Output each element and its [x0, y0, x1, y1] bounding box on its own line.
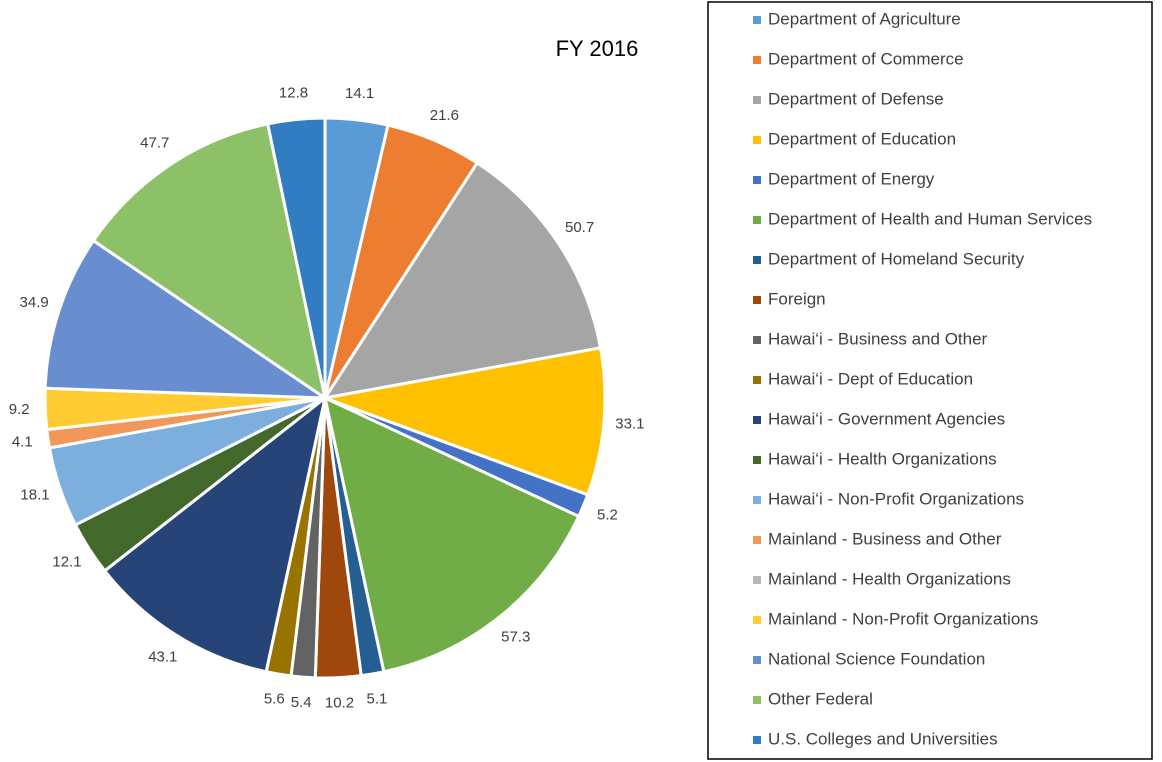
data-label: 43.1: [148, 648, 177, 665]
legend-label: Department of Health and Human Services: [768, 209, 1092, 228]
pie-slice: [91, 122, 328, 402]
data-label: 47.7: [140, 135, 169, 152]
legend-swatch: [753, 216, 761, 224]
data-label: 10.2: [325, 695, 354, 712]
data-label: 34.9: [20, 294, 49, 311]
legend-label: Department of Energy: [768, 169, 935, 188]
data-label: 18.1: [20, 487, 49, 504]
data-label: 50.7: [565, 219, 594, 236]
legend-swatch: [753, 56, 761, 64]
data-label: 21.6: [430, 107, 459, 124]
legend-label: Other Federal: [768, 689, 873, 708]
legend-label: Department of Education: [768, 129, 956, 148]
legend-box: [707, 1, 1153, 760]
pie-slice: [319, 346, 607, 497]
legend-label: Hawai‘i - Health Organizations: [768, 449, 997, 468]
legend-label: Foreign: [768, 289, 826, 308]
legend-label: Department of Homeland Security: [768, 249, 1025, 268]
legend-swatch: [753, 336, 761, 344]
legend-swatch: [753, 136, 761, 144]
legend-label: Department of Defense: [768, 89, 944, 108]
legend-label: Hawai‘i - Business and Other: [768, 329, 988, 348]
legend-label: Department of Agriculture: [768, 9, 961, 28]
legend-label: Hawai‘i - Non-Profit Organizations: [768, 489, 1024, 508]
legend-swatch: [753, 576, 761, 584]
legend-swatch: [753, 696, 761, 704]
legend-swatch: [753, 176, 761, 184]
legend-swatch: [753, 376, 761, 384]
legend-label: Mainland - Non-Profit Organizations: [768, 609, 1038, 628]
legend-swatch: [753, 496, 761, 504]
legend-label: Hawai‘i - Government Agencies: [768, 409, 1005, 428]
legend-swatch: [753, 256, 761, 264]
data-label: 9.2: [9, 401, 30, 418]
legend-label: U.S. Colleges and Universities: [768, 729, 998, 748]
pie-slice: [265, 116, 327, 399]
data-label: 5.6: [264, 691, 285, 708]
legend-label: Mainland - Health Organizations: [768, 569, 1011, 588]
legend-label: National Science Foundation: [768, 649, 985, 668]
legend-swatch: [753, 736, 761, 744]
pie-slice: [43, 238, 331, 400]
pie-slice: [321, 160, 603, 401]
legend-swatch: [753, 296, 761, 304]
legend-swatch: [753, 536, 761, 544]
data-label: 33.1: [615, 415, 644, 432]
data-label: 5.1: [367, 691, 388, 708]
legend-label: Department of Commerce: [768, 49, 964, 68]
legend-swatch: [753, 616, 761, 624]
data-label: 4.1: [12, 434, 33, 451]
pie-slice: [322, 395, 581, 674]
data-label: 57.3: [501, 628, 530, 645]
legend-swatch: [753, 96, 761, 104]
data-label: 5.2: [597, 507, 618, 524]
chart-title: FY 2016: [556, 36, 639, 61]
legend-swatch: [753, 416, 761, 424]
pie-slice: [102, 394, 328, 674]
legend-swatch: [753, 16, 761, 24]
legend-swatch: [753, 456, 761, 464]
data-label: 12.1: [52, 554, 81, 571]
legend-label: Mainland - Business and Other: [768, 529, 1002, 548]
legend-label: Hawai‘i - Dept of Education: [768, 369, 973, 388]
legend-swatch: [753, 656, 761, 664]
data-label: 12.8: [279, 85, 308, 102]
data-label: 14.1: [345, 85, 374, 102]
data-label: 5.4: [291, 694, 312, 711]
